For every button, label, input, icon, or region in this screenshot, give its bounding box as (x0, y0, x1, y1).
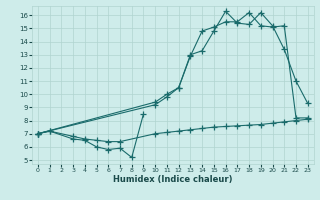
X-axis label: Humidex (Indice chaleur): Humidex (Indice chaleur) (113, 175, 233, 184)
